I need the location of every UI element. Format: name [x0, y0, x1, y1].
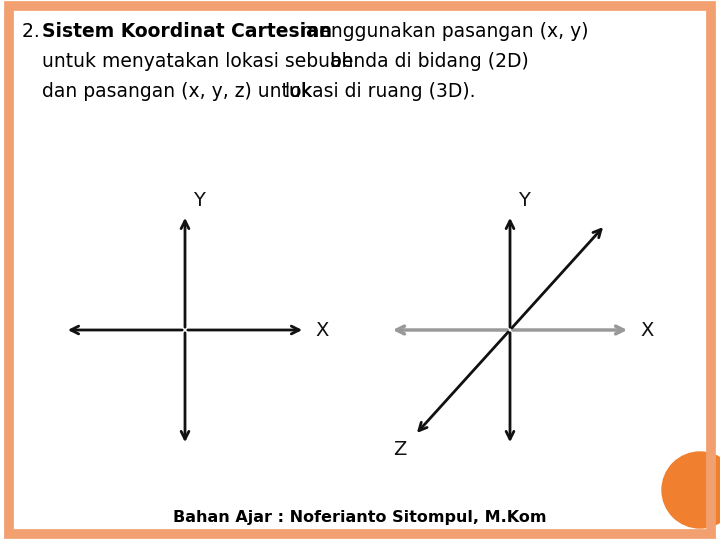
- Text: Bahan Ajar : Noferianto Sitompul, M.Kom: Bahan Ajar : Noferianto Sitompul, M.Kom: [174, 510, 546, 525]
- Text: dan pasangan (x, y, z) untuk: dan pasangan (x, y, z) untuk: [42, 82, 312, 101]
- Text: Z: Z: [394, 440, 407, 459]
- Text: lokasi di ruang (3D).: lokasi di ruang (3D).: [285, 82, 475, 101]
- Text: benda di bidang (2D): benda di bidang (2D): [330, 52, 528, 71]
- Text: menggunakan pasangan (x, y): menggunakan pasangan (x, y): [295, 22, 588, 41]
- Circle shape: [662, 452, 720, 528]
- Text: X: X: [315, 321, 328, 340]
- Text: Y: Y: [193, 191, 205, 210]
- Text: Y: Y: [518, 191, 530, 210]
- Text: untuk menyatakan lokasi sebuah: untuk menyatakan lokasi sebuah: [42, 52, 354, 71]
- Text: 2.: 2.: [22, 22, 46, 41]
- Text: Sistem Koordinat Cartesian: Sistem Koordinat Cartesian: [42, 22, 332, 41]
- Text: X: X: [640, 321, 653, 340]
